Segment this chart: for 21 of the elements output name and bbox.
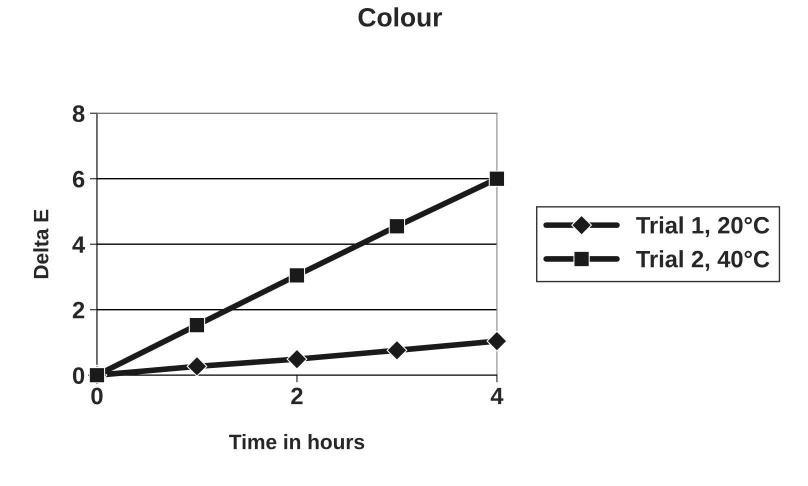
point: [288, 267, 306, 284]
legend-label: Trial 1, 20°C: [636, 216, 770, 238]
y-axis-title: Delta E: [33, 210, 48, 278]
point: [386, 340, 408, 361]
point: [286, 348, 308, 370]
y-tick-label: 4: [72, 236, 86, 253]
y-tick-label: 8: [72, 105, 84, 122]
x-tick-label: 2: [291, 388, 303, 404]
point: [186, 356, 208, 377]
y-tick-label: 2: [72, 302, 84, 318]
point: [486, 330, 508, 352]
x-tick-label: 0: [91, 388, 103, 404]
point: [488, 170, 506, 187]
chart-title: Colour: [358, 7, 442, 27]
point: [388, 218, 406, 234]
y-tick-label: 6: [72, 170, 84, 188]
x-tick-label: 4: [490, 388, 504, 404]
point: [188, 316, 206, 334]
y-tick-label: 0: [72, 367, 84, 384]
x-axis-title: Time in hours: [229, 434, 364, 450]
legend-label: Trial 2, 40°C: [636, 250, 770, 271]
